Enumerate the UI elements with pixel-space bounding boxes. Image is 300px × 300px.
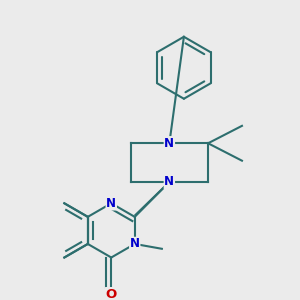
Text: N: N (106, 197, 116, 210)
Text: O: O (106, 288, 117, 300)
Text: N: N (164, 137, 174, 150)
Text: N: N (164, 176, 174, 188)
Text: N: N (130, 238, 140, 250)
